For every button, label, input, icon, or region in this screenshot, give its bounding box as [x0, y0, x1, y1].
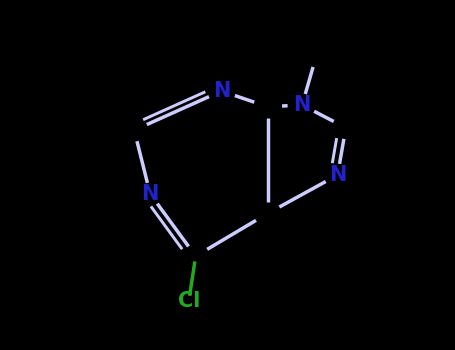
Text: N: N: [293, 95, 311, 115]
Text: Cl: Cl: [177, 291, 200, 311]
Text: N: N: [213, 81, 230, 101]
Text: N: N: [142, 184, 159, 204]
Text: N: N: [329, 165, 346, 185]
